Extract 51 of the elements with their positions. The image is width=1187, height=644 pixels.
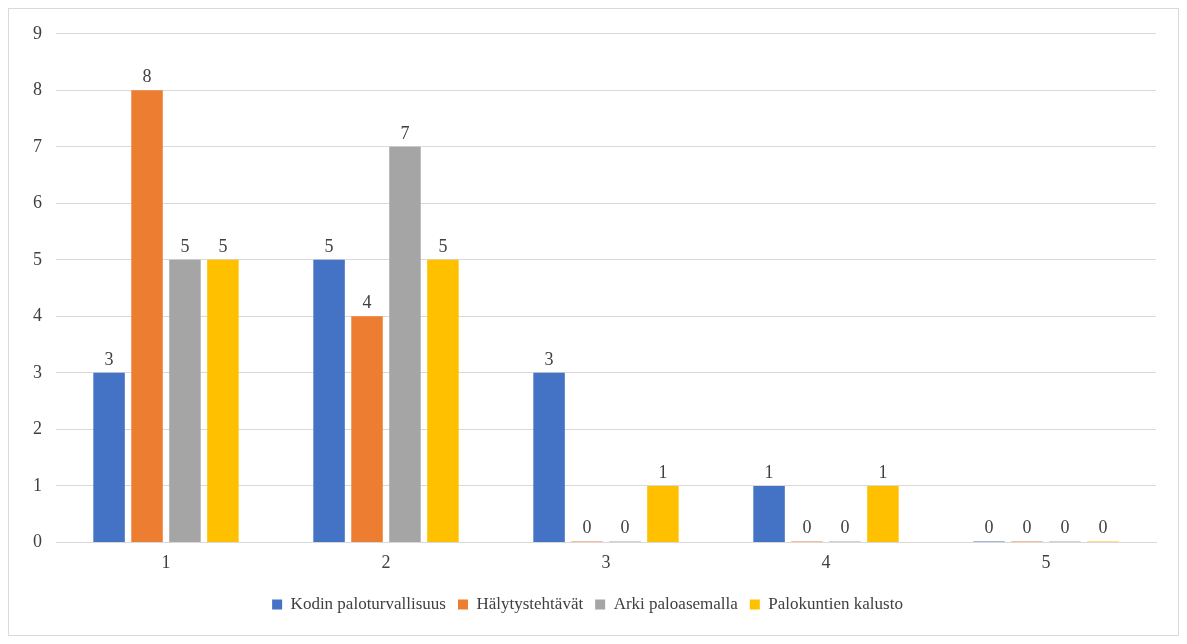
y-tick-label: 6	[33, 192, 42, 213]
data-label: 0	[840, 517, 850, 538]
bar	[427, 259, 459, 542]
y-tick-label: 8	[33, 79, 42, 100]
y-tick-label: 7	[33, 135, 42, 156]
data-label: 0	[984, 517, 994, 538]
bar	[351, 316, 383, 542]
data-label: 5	[218, 235, 228, 256]
data-label: 0	[1022, 517, 1032, 538]
bar	[169, 259, 201, 542]
y-tick-label: 0	[33, 531, 42, 552]
x-tick-label: 3	[601, 551, 611, 572]
bar	[313, 259, 345, 542]
bar	[753, 485, 785, 542]
data-label: 4	[362, 292, 372, 313]
bar	[389, 146, 421, 542]
data-label: 0	[620, 517, 630, 538]
legend-label: Arki paloasemalla	[613, 593, 739, 613]
data-label: 3	[104, 348, 114, 369]
bar	[647, 485, 679, 542]
bar	[207, 259, 239, 542]
legend-label: Hälytystehtävät	[476, 593, 584, 613]
bar	[131, 90, 163, 542]
data-label: 5	[324, 235, 334, 256]
x-tick-label: 4	[821, 551, 831, 572]
data-label: 1	[764, 461, 774, 482]
y-tick-label: 1	[33, 474, 42, 495]
data-label: 0	[802, 517, 812, 538]
y-tick-label: 9	[33, 22, 42, 43]
y-tick-label: 5	[33, 248, 42, 269]
data-label: 0	[1060, 517, 1070, 538]
legend-label: Kodin paloturvallisuus	[290, 593, 446, 613]
bar	[867, 485, 899, 542]
y-tick-label: 2	[33, 418, 42, 439]
data-label: 5	[180, 235, 190, 256]
data-label: 0	[582, 517, 592, 538]
data-label: 1	[658, 461, 668, 482]
data-label: 3	[544, 348, 554, 369]
y-tick-label: 3	[33, 361, 42, 382]
x-tick-label: 1	[161, 551, 171, 572]
x-tick-label: 5	[1041, 551, 1051, 572]
data-label: 5	[438, 235, 448, 256]
data-label: 0	[1098, 517, 1108, 538]
y-tick-label: 4	[33, 305, 42, 326]
bar	[93, 372, 125, 542]
data-label: 7	[400, 122, 410, 143]
data-label: 8	[142, 66, 152, 87]
x-tick-label: 2	[381, 551, 391, 572]
bar	[533, 372, 565, 542]
data-label: 1	[878, 461, 888, 482]
legend-label: Palokuntien kalusto	[768, 593, 903, 613]
